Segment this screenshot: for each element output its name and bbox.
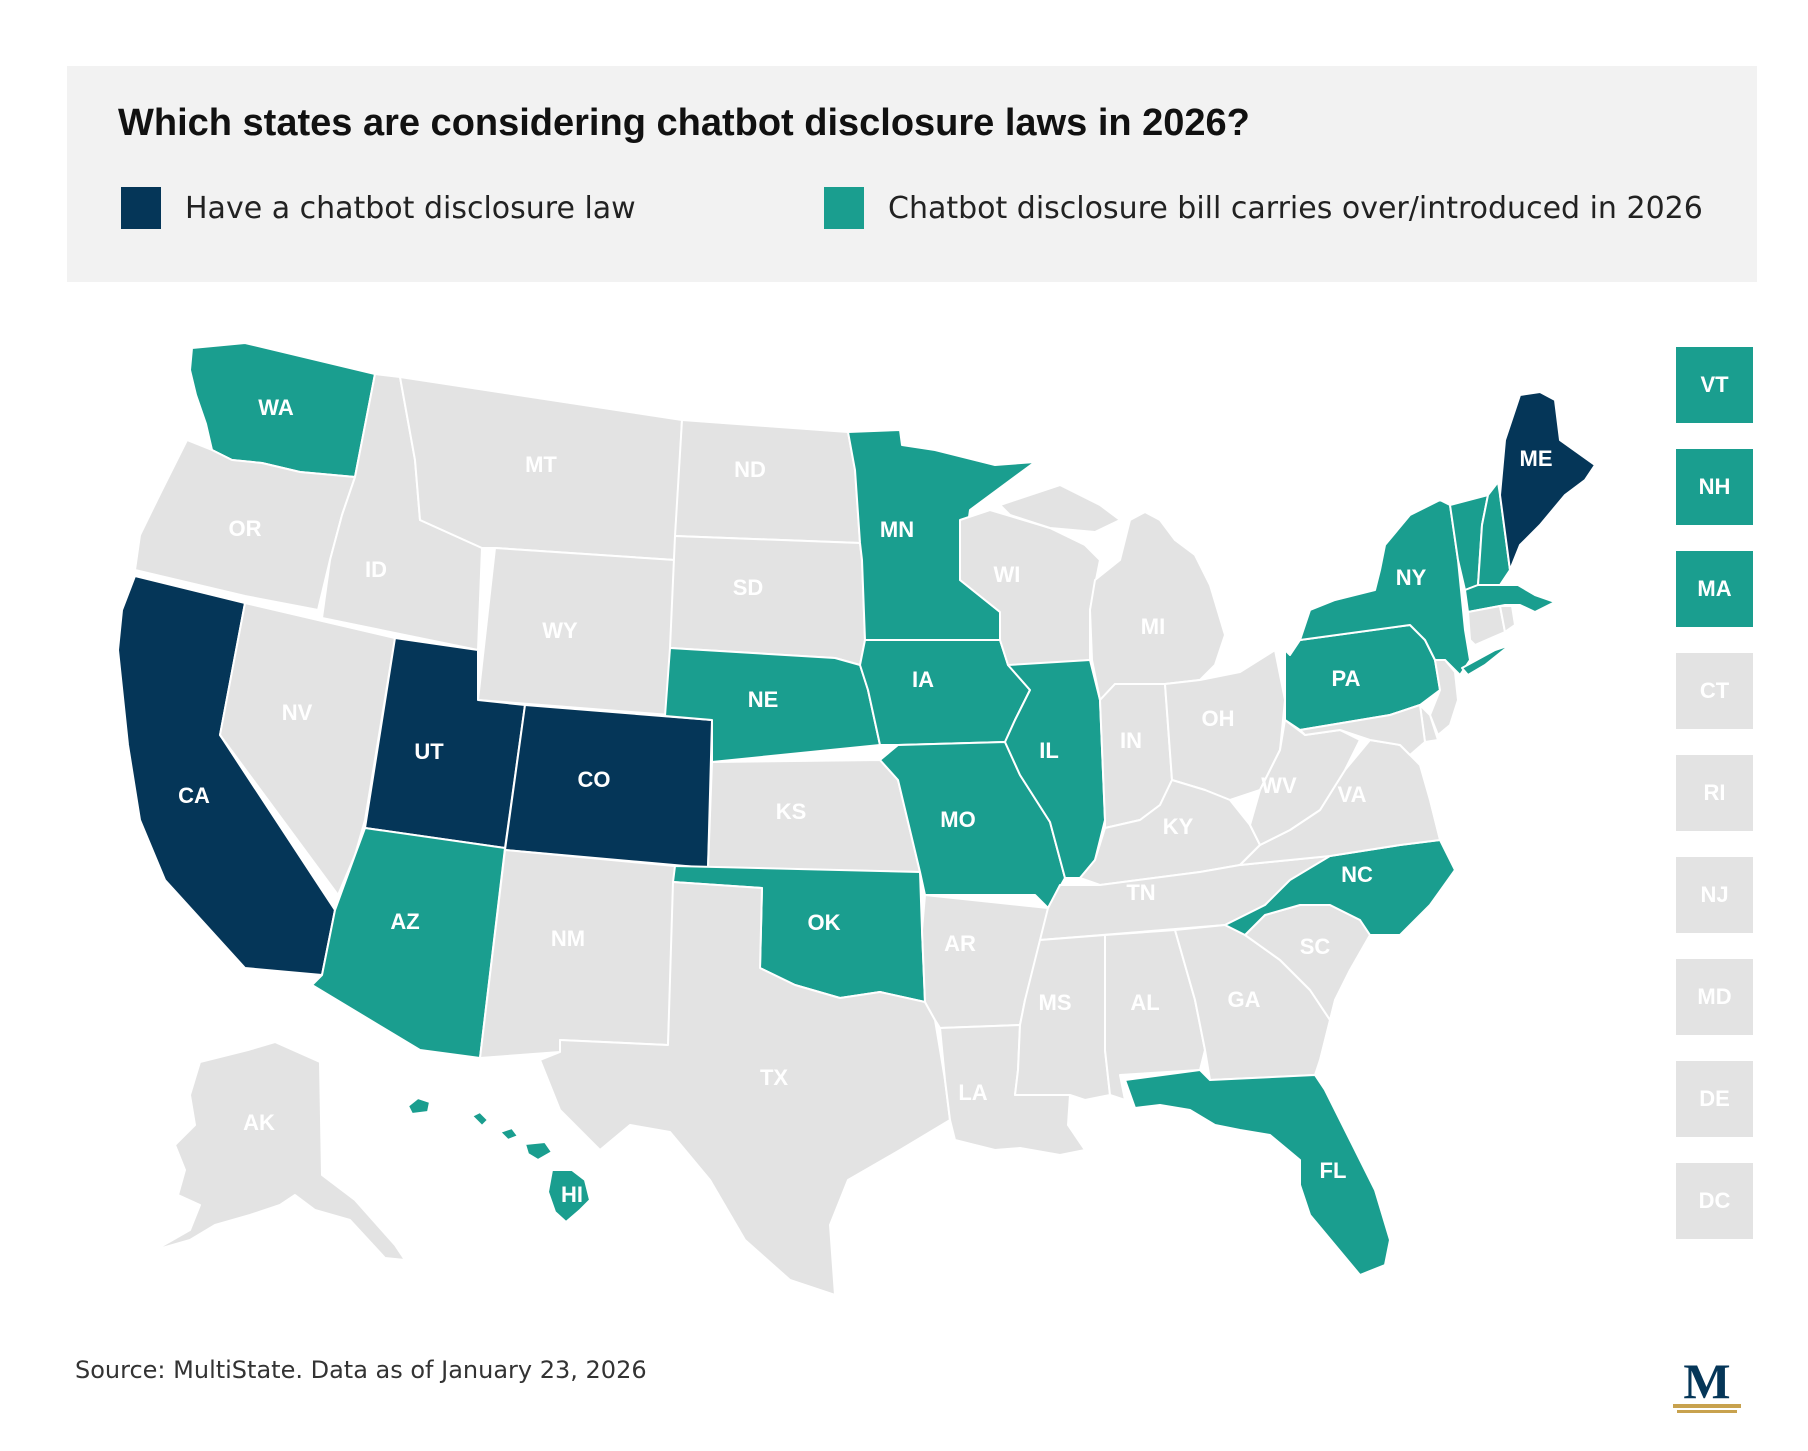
state-nd[interactable] [674, 419, 861, 544]
state-label-wy: WY [542, 618, 578, 643]
state-label-me: ME [1520, 446, 1553, 471]
logo-bar-top [1673, 1404, 1741, 1408]
state-label-ar: AR [944, 931, 976, 956]
state-tx[interactable] [539, 881, 951, 1296]
state-md[interactable] [1299, 704, 1426, 756]
state-label-mi: MI [1141, 614, 1165, 639]
state-label-wa: WA [258, 395, 294, 420]
state-label-nm: NM [551, 926, 585, 951]
chart-title: Which states are considering chatbot dis… [118, 102, 1250, 144]
small-state-box-ri[interactable]: RI [1676, 755, 1753, 831]
small-state-box-md[interactable]: MD [1676, 959, 1753, 1035]
legend-item-bill: Chatbot disclosure bill carries over/int… [824, 187, 1703, 229]
state-label-nc: NC [1341, 862, 1373, 887]
small-state-box-nj[interactable]: NJ [1676, 857, 1753, 933]
legend-swatch-bill [824, 187, 864, 229]
state-label-in: IN [1120, 728, 1142, 753]
state-me[interactable] [1499, 391, 1596, 571]
state-label-wv: WV [1261, 773, 1297, 798]
state-ct[interactable] [1467, 605, 1506, 646]
small-state-box-ma[interactable]: MA [1676, 551, 1753, 627]
state-label-fl: FL [1320, 1158, 1347, 1183]
state-label-mn: MN [880, 517, 914, 542]
state-label-ak: AK [243, 1110, 275, 1135]
state-nm[interactable] [479, 849, 676, 1059]
legend-item-law: Have a chatbot disclosure law [121, 187, 636, 229]
state-label-ky: KY [1163, 814, 1194, 839]
state-label-ny: NY [1396, 565, 1427, 590]
legend-label-bill: Chatbot disclosure bill carries over/int… [888, 190, 1703, 226]
small-state-box-de[interactable]: DE [1676, 1061, 1753, 1137]
state-label-ga: GA [1228, 987, 1261, 1012]
state-label-ia: IA [912, 667, 934, 692]
state-label-or: OR [229, 516, 262, 541]
state-label-ok: OK [808, 910, 841, 935]
header-panel: Which states are considering chatbot dis… [67, 66, 1757, 282]
state-label-mt: MT [525, 452, 557, 477]
state-wv[interactable] [1249, 719, 1361, 846]
state-label-nv: NV [282, 700, 313, 725]
state-label-pa: PA [1332, 666, 1361, 691]
state-label-tn: TN [1126, 880, 1155, 905]
state-label-wi: WI [994, 562, 1021, 587]
state-label-sd: SD [733, 575, 764, 600]
state-mi[interactable] [999, 484, 1226, 701]
state-hi[interactable] [407, 1097, 591, 1223]
state-nj[interactable] [1429, 659, 1459, 736]
state-label-nd: ND [734, 457, 766, 482]
state-label-la: LA [958, 1080, 987, 1105]
state-label-hi: HI [561, 1182, 583, 1207]
state-ks[interactable] [707, 759, 921, 873]
state-sd[interactable] [669, 535, 866, 666]
small-state-box-nh[interactable]: NH [1676, 449, 1753, 525]
state-nc[interactable] [1224, 839, 1456, 936]
state-fl[interactable] [1124, 1069, 1391, 1276]
state-nh[interactable] [1477, 481, 1511, 586]
state-label-az: AZ [390, 909, 419, 934]
state-label-ks: KS [776, 799, 807, 824]
state-label-co: CO [578, 767, 611, 792]
state-labels: WA OR CA ID NV MT WY UT CO AZ NM ND SD NE KS OK TX MN IA MO… [178, 395, 1552, 1207]
state-label-il: IL [1039, 738, 1059, 763]
state-ak[interactable] [154, 1041, 406, 1261]
state-label-al: AL [1130, 990, 1159, 1015]
logo-bar-bottom [1677, 1410, 1737, 1413]
small-state-box-ct[interactable]: CT [1676, 653, 1753, 729]
state-label-va: VA [1338, 782, 1367, 807]
state-label-ca: CA [178, 783, 210, 808]
state-label-tx: TX [760, 1065, 788, 1090]
state-label-mo: MO [940, 807, 975, 832]
state-ny-long-island [1461, 644, 1511, 676]
state-label-id: ID [365, 557, 387, 582]
small-state-box-dc[interactable]: DC [1676, 1163, 1753, 1239]
small-state-box-vt[interactable]: VT [1676, 347, 1753, 423]
multistate-logo: M [1673, 1354, 1741, 1413]
state-label-sc: SC [1300, 934, 1331, 959]
logo-letter: M [1683, 1354, 1730, 1409]
legend-swatch-law [121, 187, 161, 229]
state-label-ut: UT [414, 739, 444, 764]
legend-label-law: Have a chatbot disclosure law [185, 190, 636, 226]
source-note: Source: MultiState. Data as of January 2… [75, 1356, 647, 1384]
state-label-ms: MS [1039, 990, 1072, 1015]
state-label-ne: NE [748, 687, 779, 712]
state-label-oh: OH [1202, 706, 1235, 731]
state-ri[interactable] [1499, 605, 1516, 633]
